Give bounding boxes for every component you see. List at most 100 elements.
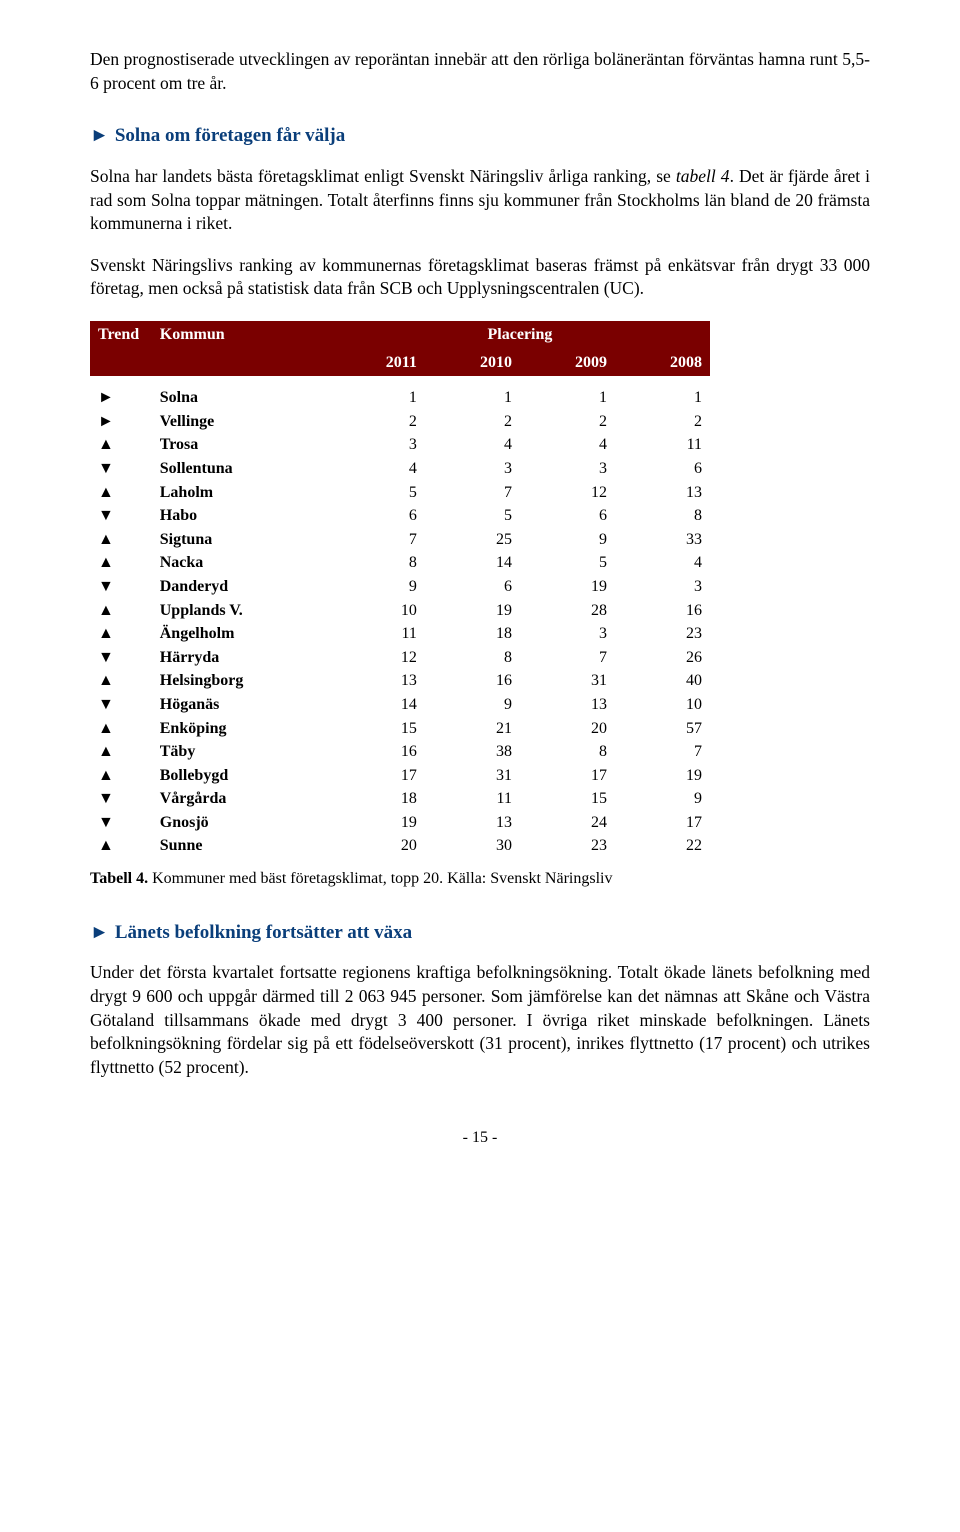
rank-value: 13 [615,481,710,505]
rank-value: 12 [520,481,615,505]
trend-down-icon: ▼ [90,457,152,481]
trend-down-icon: ▼ [90,693,152,717]
col-year-2008: 2008 [615,349,710,377]
rank-value: 5 [520,551,615,575]
kommun-cell: Höganäs [152,693,330,717]
section-heading-solna: ►Solna om företagen får välja [90,123,870,149]
kommun-cell: Danderyd [152,575,330,599]
rank-value: 8 [425,646,520,670]
kommun-cell: Trosa [152,433,330,457]
table-row: ▲Sunne20302322 [90,834,710,858]
rank-value: 6 [615,457,710,481]
rank-value: 11 [330,622,425,646]
table-caption: Tabell 4. Kommuner med bäst företagsklim… [90,868,870,890]
table-row: ►Solna1111 [90,386,710,410]
rank-value: 8 [520,740,615,764]
kommun-cell: Gnosjö [152,811,330,835]
play-marker-icon: ► [90,922,109,943]
table-row: ▲Täby163887 [90,740,710,764]
rank-value: 30 [425,834,520,858]
trend-up-icon: ▲ [90,740,152,764]
table-row: ▲Sigtuna725933 [90,528,710,552]
rank-value: 38 [425,740,520,764]
table-row: ▼Gnosjö19132417 [90,811,710,835]
kommun-cell: Helsingborg [152,669,330,693]
rank-value: 16 [425,669,520,693]
page-number: - 15 - [90,1127,870,1149]
col-placering: Placering [330,321,710,349]
kommun-cell: Täby [152,740,330,764]
rank-value: 33 [615,528,710,552]
kommun-cell: Laholm [152,481,330,505]
col-trend: Trend [90,321,152,349]
trend-up-icon: ▲ [90,717,152,741]
rank-value: 12 [330,646,425,670]
kommun-cell: Nacka [152,551,330,575]
rank-value: 1 [425,386,520,410]
rank-value: 5 [330,481,425,505]
section1-para1: Solna har landets bästa företagsklimat e… [90,165,870,236]
rank-value: 8 [615,504,710,528]
rank-value: 26 [615,646,710,670]
intro-paragraph: Den prognostiserade utvecklingen av repo… [90,48,870,95]
rank-value: 15 [520,787,615,811]
col-kommun: Kommun [152,321,330,349]
rank-value: 9 [520,528,615,552]
ranking-table: Trend Kommun Placering 2011 2010 2009 20… [90,321,710,858]
rank-value: 31 [425,764,520,788]
section1-para1-a: Solna har landets bästa företagsklimat e… [90,166,676,186]
rank-value: 1 [520,386,615,410]
rank-value: 20 [520,717,615,741]
table-row: ▲Trosa34411 [90,433,710,457]
rank-value: 3 [520,622,615,646]
rank-value: 23 [615,622,710,646]
rank-value: 3 [615,575,710,599]
table-row: ▼Habo6568 [90,504,710,528]
kommun-cell: Vårgårda [152,787,330,811]
kommun-cell: Sunne [152,834,330,858]
rank-value: 19 [330,811,425,835]
rank-value: 40 [615,669,710,693]
trend-down-icon: ▼ [90,787,152,811]
rank-value: 22 [615,834,710,858]
rank-value: 5 [425,504,520,528]
kommun-cell: Solna [152,386,330,410]
rank-value: 6 [520,504,615,528]
rank-value: 19 [520,575,615,599]
trend-up-icon: ▲ [90,764,152,788]
rank-value: 4 [520,433,615,457]
rank-value: 17 [330,764,425,788]
caption-bold: Tabell 4. [90,870,148,887]
rank-value: 2 [520,410,615,434]
rank-value: 1 [330,386,425,410]
table-row: ▼Höganäs1491310 [90,693,710,717]
rank-value: 24 [520,811,615,835]
table-row: ▼Vårgårda1811159 [90,787,710,811]
trend-down-icon: ▼ [90,646,152,670]
col-blank2 [152,349,330,377]
rank-value: 11 [425,787,520,811]
trend-up-icon: ▲ [90,834,152,858]
rank-value: 9 [330,575,425,599]
rank-value: 6 [330,504,425,528]
col-year-2011: 2011 [330,349,425,377]
table-row: ▲Laholm571213 [90,481,710,505]
rank-value: 25 [425,528,520,552]
trend-down-icon: ▼ [90,811,152,835]
rank-value: 14 [425,551,520,575]
rank-value: 8 [330,551,425,575]
rank-value: 13 [520,693,615,717]
rank-value: 7 [520,646,615,670]
rank-value: 21 [425,717,520,741]
rank-value: 4 [615,551,710,575]
rank-value: 10 [615,693,710,717]
play-marker-icon: ► [90,125,109,146]
table-row: ▲Bollebygd17311719 [90,764,710,788]
rank-value: 17 [615,811,710,835]
rank-value: 2 [425,410,520,434]
trend-down-icon: ▼ [90,575,152,599]
caption-rest: Kommuner med bäst företagsklimat, topp 2… [148,870,612,887]
rank-value: 11 [615,433,710,457]
table-row: ▼Härryda128726 [90,646,710,670]
rank-value: 3 [330,433,425,457]
